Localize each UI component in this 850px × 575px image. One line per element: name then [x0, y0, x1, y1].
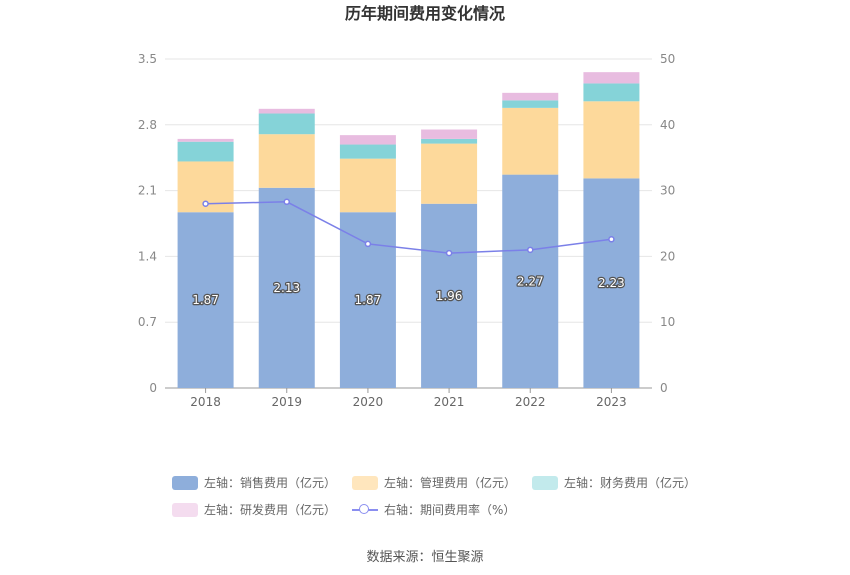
- legend-label-admin: 左轴：管理费用（亿元）: [384, 476, 517, 490]
- bar-segment: [502, 100, 559, 108]
- bar-segment: [339, 135, 396, 145]
- bar-segment: [339, 144, 396, 159]
- grid-lines: [165, 58, 652, 389]
- legend-swatch-sales: [172, 475, 198, 490]
- x-tick-label: 2023: [596, 395, 627, 409]
- legend: 左轴：销售费用（亿元） 左轴：管理费用（亿元） 左轴：财务费用（亿元） 左轴：研…: [172, 474, 696, 528]
- legend-item-admin[interactable]: 左轴：管理费用（亿元）: [352, 474, 516, 491]
- bar-segment: [258, 187, 315, 388]
- bar-segment: [421, 129, 478, 139]
- left-tick-label: 3.5: [138, 52, 157, 66]
- legend-item-rate[interactable]: 右轴：期间费用率（%）: [352, 501, 515, 518]
- bar-data-label: 2.23: [598, 276, 625, 290]
- rate-point: [364, 240, 372, 248]
- right-tick-label: 40: [660, 118, 675, 132]
- legend-swatch-finance: [532, 475, 559, 490]
- bar-segment: [339, 158, 396, 213]
- legend-item-rd[interactable]: 左轴：研发费用（亿元）: [172, 501, 336, 518]
- source-note: 数据来源：恒生聚源: [366, 550, 484, 565]
- left-tick-label: 2.8: [138, 118, 157, 132]
- left-tick-label: 1.4: [138, 249, 157, 263]
- left-tick-label: 0.7: [138, 315, 157, 329]
- right-tick-label: 50: [660, 52, 675, 66]
- bar-data-label: 1.87: [192, 293, 219, 307]
- x-axis-ticks: 2018 2019 2020 2021 2022 2023: [190, 388, 627, 409]
- x-tick-label: 2020: [353, 395, 384, 409]
- bar-segment: [177, 138, 234, 142]
- legend-swatch-admin: [352, 475, 379, 490]
- left-axis-ticks: 0 0.7 1.4 2.1 2.8 3.5: [138, 52, 157, 395]
- left-tick-label: 2.1: [138, 184, 157, 198]
- bar-segment: [502, 174, 559, 388]
- bar-segment: [421, 143, 478, 204]
- legend-item-finance[interactable]: 左轴：财务费用（亿元）: [532, 474, 696, 491]
- legend-swatch-rd: [172, 502, 198, 517]
- x-tick-label: 2019: [271, 395, 302, 409]
- bar-segment: [421, 138, 478, 144]
- right-tick-label: 10: [660, 315, 675, 329]
- rate-point: [445, 249, 453, 257]
- legend-label-rd: 左轴：研发费用（亿元）: [204, 503, 337, 517]
- rate-point: [527, 246, 534, 254]
- right-tick-label: 20: [660, 249, 675, 263]
- rate-line-series: [202, 198, 615, 257]
- x-tick-label: 2022: [515, 395, 546, 409]
- bar-segment: [258, 134, 315, 188]
- bar-segment: [583, 83, 640, 102]
- bar-segment: [177, 141, 234, 162]
- bar-series: 1.87 2.13 1.87 1.96 2.27 2.23: [177, 72, 640, 388]
- bar-segment: [421, 203, 478, 388]
- bar-segment: [583, 101, 640, 179]
- chart-title: 历年期间费用变化情况: [345, 4, 505, 23]
- rate-line: [205, 201, 612, 254]
- right-tick-label: 30: [660, 184, 675, 198]
- rate-point: [202, 200, 209, 208]
- left-tick-label: 0: [149, 381, 157, 395]
- legend-label-finance: 左轴：财务费用（亿元）: [564, 476, 697, 490]
- bar-segment: [177, 212, 234, 388]
- bar-segment: [258, 108, 315, 114]
- right-axis-ticks: 0 10 20 30 40 50: [660, 52, 675, 395]
- rate-point: [283, 198, 290, 206]
- legend-item-sales[interactable]: 左轴：销售费用（亿元）: [172, 474, 336, 491]
- right-tick-label: 0: [660, 381, 668, 395]
- bar-data-label: 2.27: [517, 274, 544, 288]
- bar-segment: [583, 178, 640, 388]
- bar-segment: [258, 113, 315, 135]
- bar-data-label: 2.13: [273, 281, 300, 295]
- legend-label-rate: 右轴：期间费用率（%）: [384, 503, 516, 517]
- bar-data-label: 1.96: [436, 289, 463, 303]
- bar-segment: [583, 72, 640, 84]
- bar-segment: [502, 107, 559, 175]
- x-tick-label: 2021: [434, 395, 465, 409]
- x-tick-label: 2018: [190, 395, 221, 409]
- bar-segment: [502, 92, 559, 101]
- legend-swatch-rate: [352, 503, 379, 517]
- rate-point: [608, 236, 615, 243]
- bar-data-label: 1.87: [355, 293, 382, 307]
- legend-label-sales: 左轴：销售费用（亿元）: [204, 476, 337, 490]
